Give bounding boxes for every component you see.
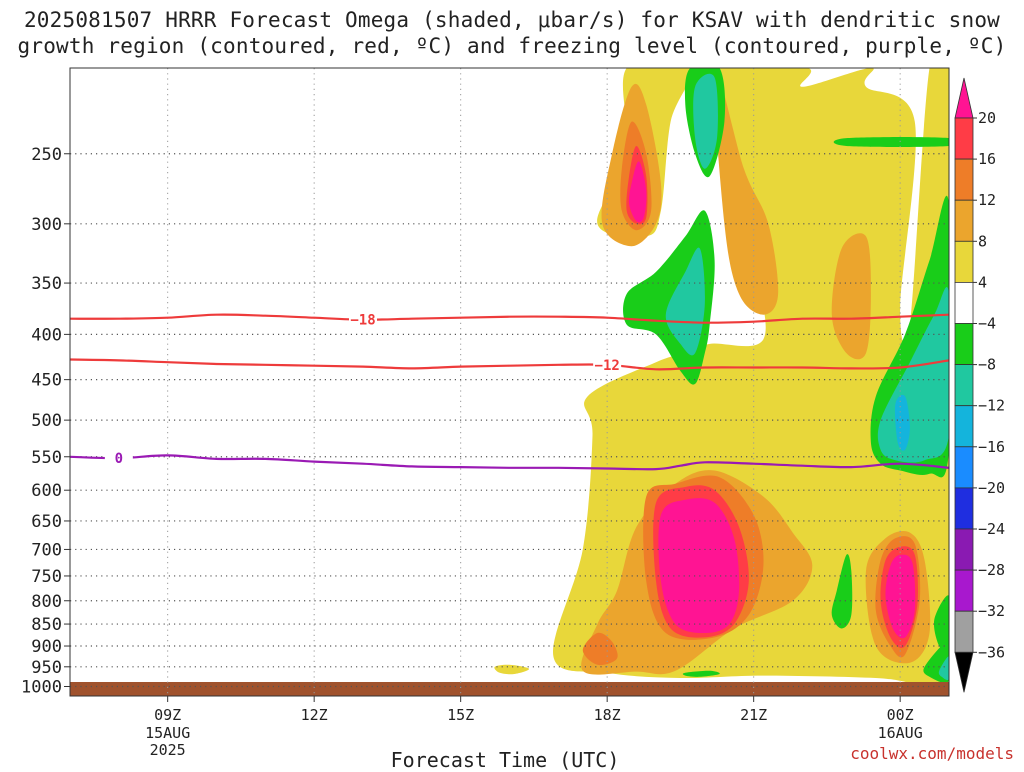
colorbar-label: −24 — [978, 520, 1005, 538]
omega-region-minus12 — [938, 656, 949, 681]
contour-label: −12 — [595, 358, 620, 374]
y-tick-label: 550 — [31, 448, 62, 468]
colorbar-label: −8 — [978, 356, 996, 374]
credit-text: coolwx.com/models — [850, 744, 1014, 763]
contour-label-bg — [349, 311, 377, 328]
y-tick-label: 700 — [31, 540, 62, 560]
y-tick-label: 800 — [31, 592, 62, 612]
colorbar-label: −28 — [978, 561, 1005, 579]
colorbar-label: 16 — [978, 150, 996, 168]
y-tick-label: 400 — [31, 325, 62, 345]
omega-region-8 — [831, 233, 871, 360]
omega-region-8 — [713, 68, 779, 315]
y-tick-label: 1000 — [21, 678, 62, 698]
x-tick-label: 21Z — [740, 706, 767, 724]
colorbar-swatch — [954, 281, 974, 324]
x-tick-sublabel: 2025 — [150, 741, 186, 759]
chart-title-line-1: 2025081507 HRRR Forecast Omega (shaded, … — [23, 8, 1001, 32]
y-tick-label: 350 — [31, 274, 62, 294]
omega-region-minus8 — [833, 137, 949, 147]
colorbar-label: −32 — [978, 602, 1005, 620]
temperature-contours: −18 −12 0 — [70, 311, 949, 471]
colorbar-swatch — [954, 240, 974, 283]
colorbar-label: −20 — [978, 479, 1005, 497]
x-tick-label: 00Z — [887, 706, 914, 724]
y-tick-label: 500 — [31, 411, 62, 431]
y-tick-label: 950 — [31, 658, 62, 678]
y-tick-label: 650 — [31, 512, 62, 532]
omega-shading — [494, 68, 949, 696]
y-tick-label: 250 — [31, 145, 62, 165]
omega-region-minus12 — [693, 73, 718, 169]
colorbar-swatch — [954, 199, 974, 242]
gridlines — [70, 68, 949, 696]
colorbar-label: −4 — [978, 315, 996, 333]
y-tick-label: 850 — [31, 615, 62, 635]
contour-label: −18 — [350, 313, 375, 329]
omega-region-minus8 — [831, 554, 853, 629]
y-tick-label: 300 — [31, 215, 62, 235]
y-tick-label: 900 — [31, 637, 62, 657]
omega-region-12 — [582, 632, 618, 666]
surface-layer — [70, 682, 949, 696]
colorbar-top-arrow — [954, 77, 974, 119]
omega-region-minus16 — [894, 394, 910, 451]
contour-line — [70, 454, 949, 471]
colorbar-swatch — [954, 364, 974, 407]
x-tick-label: 18Z — [594, 706, 621, 724]
x-tick-sublabel: 15AUG — [145, 724, 190, 742]
colorbar-label: −12 — [978, 397, 1005, 415]
x-tick-sublabel: 16AUG — [878, 724, 923, 742]
omega-region-4 — [494, 664, 530, 675]
omega-region-minus12 — [665, 247, 705, 356]
contour-label-bg — [593, 356, 622, 373]
plot-frame — [69, 67, 950, 697]
colorbar: 20 16 12 8 4 −4 −8 −12 −16 −20 −24 −28 −32 −36 — [954, 77, 1005, 693]
colorbar-swatch — [954, 487, 974, 530]
y-tick-label: 600 — [31, 481, 62, 501]
x-tick-label: 09Z — [154, 706, 181, 724]
x-tick-label: 15Z — [447, 706, 474, 724]
surface-band — [70, 682, 949, 696]
omega-region-minus8 — [682, 670, 720, 677]
omega-region-20 — [628, 161, 647, 223]
colorbar-label: 4 — [978, 273, 987, 291]
contour-line — [70, 358, 949, 371]
x-axis-label: Forecast Time (UTC) — [390, 748, 620, 772]
colorbar-swatch — [954, 117, 974, 160]
colorbar-swatch — [954, 528, 974, 571]
colorbar-swatch — [954, 323, 974, 365]
omega-region-minus8 — [933, 595, 949, 651]
omega-region-20 — [658, 498, 740, 633]
y-tick-label: 750 — [31, 567, 62, 587]
colorbar-label: −36 — [978, 643, 1005, 661]
colorbar-swatch — [954, 446, 974, 489]
colorbar-swatch — [954, 569, 974, 612]
contour-line — [70, 313, 949, 324]
colorbar-label: −16 — [978, 438, 1005, 456]
colorbar-label: 12 — [978, 191, 996, 209]
contour-label: 0 — [115, 451, 123, 467]
colorbar-bottom-arrow — [954, 651, 974, 693]
colorbar-swatch — [954, 158, 974, 201]
pressure-axis: 2503003504004505005506006507007508008509… — [21, 145, 70, 698]
y-tick-label: 450 — [31, 371, 62, 391]
colorbar-swatch — [954, 405, 974, 448]
chart-title-line-2: growth region (contoured, red, ºC) and f… — [17, 34, 1007, 58]
colorbar-label: 20 — [978, 109, 996, 127]
x-tick-label: 12Z — [301, 706, 328, 724]
colorbar-label: 8 — [978, 232, 987, 250]
contour-label-bg — [104, 450, 133, 467]
colorbar-swatch — [954, 610, 974, 653]
